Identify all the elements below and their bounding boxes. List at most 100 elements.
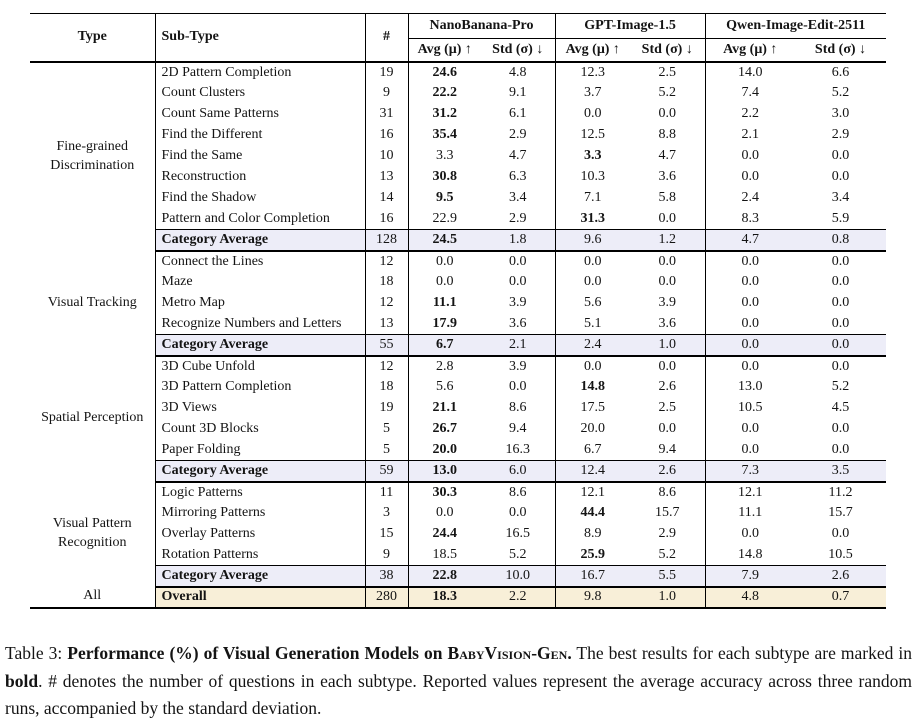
avg-value-cell: 8.3 bbox=[741, 210, 760, 226]
std-value-cell: 0.0 bbox=[831, 274, 850, 289]
std-value-cell: 6.3 bbox=[481, 166, 556, 188]
avg-value-cell: 18.3 bbox=[408, 586, 481, 608]
type-cell: Fine-grained Discrimination bbox=[30, 61, 156, 251]
category-average-row: Category Average 55 6.7 2.1 2.4 1.0 0.0 0.0 bbox=[30, 334, 887, 357]
type-cell: Visual Tracking bbox=[30, 250, 156, 356]
std-value-cell: 9.4 bbox=[481, 418, 556, 440]
avg-value-cell: 8.9 bbox=[584, 526, 602, 541]
count-cell: 16 bbox=[365, 124, 409, 146]
table-row: Pattern and Color Completion 16 22.9 2.9 31.… bbox=[30, 208, 886, 230]
std-value-cell: 3.6 bbox=[630, 313, 706, 335]
caption-segment: Performance (%) of Visual Generation Mod… bbox=[67, 643, 448, 663]
avg-value-cell: 11.1 bbox=[738, 505, 763, 520]
table-row: Fine-grained Discrimination 2D Pattern Co… bbox=[30, 61, 886, 251]
avg-value-cell: 13.0 bbox=[408, 460, 481, 483]
results-table: Type Sub-Type # NanoBanana-Pro GPT-Image-1.5… bbox=[30, 13, 887, 609]
std-value-cell: 2.5 bbox=[630, 61, 706, 83]
avg-value-cell: 14.8 bbox=[738, 546, 763, 562]
results-table-container: Type Sub-Type # NanoBanana-Pro GPT-Image-1.5… bbox=[30, 13, 887, 609]
avg-value-cell: 5.6 bbox=[436, 379, 454, 394]
std-value-cell: 2.9 bbox=[481, 124, 556, 146]
std-value-cell: 0.0 bbox=[630, 250, 706, 272]
std-value-cell: 2.6 bbox=[630, 460, 706, 483]
avg-value-cell: 2.4 bbox=[741, 190, 760, 205]
subtype-cell: 3D Cube Unfold bbox=[155, 355, 366, 377]
std-value-cell: 2.1 bbox=[481, 334, 556, 357]
category-average-row: Category Average 128 24.5 1.8 9.6 1.2 4.7 0.8 bbox=[30, 229, 887, 252]
avg-value-cell: 31.2 bbox=[432, 106, 458, 121]
std-value-cell: 0.0 bbox=[630, 418, 706, 440]
column-header: Type bbox=[30, 13, 156, 62]
avg-value-cell: 21.1 bbox=[432, 400, 458, 415]
std-value-cell: 0.0 bbox=[630, 103, 706, 125]
avg-value-cell: 18.5 bbox=[432, 546, 458, 562]
subtype-cell: Find the Different bbox=[155, 124, 366, 146]
table-row: Visual Tracking Connect the Lines 12 0.0 0.0… bbox=[30, 250, 886, 356]
table-row: Rotation Patterns 9 18.5 5.2 25.9 5.2 14.8 10.5 bbox=[30, 544, 886, 566]
model-group-header: NanoBanana-Pro bbox=[408, 13, 556, 39]
avg-value-cell: 0.0 bbox=[741, 148, 760, 163]
avg-value-cell: 4.7 bbox=[705, 229, 796, 252]
std-value-cell: 0.0 bbox=[795, 334, 887, 357]
subtype-cell: Find the Shadow bbox=[155, 187, 366, 209]
count-cell: 5 bbox=[365, 418, 409, 440]
std-value-cell: 9.4 bbox=[630, 439, 706, 461]
std-value-cell: 5.2 bbox=[831, 85, 850, 100]
std-column-header: Std (σ) ↓ bbox=[814, 41, 867, 57]
std-value-cell: 0.0 bbox=[831, 148, 850, 163]
std-value-cell: 0.0 bbox=[831, 441, 850, 457]
std-value-cell: 8.6 bbox=[481, 397, 556, 419]
std-value-cell: 0.7 bbox=[795, 586, 887, 608]
std-value-cell: 4.7 bbox=[481, 145, 556, 167]
std-value-cell: 2.9 bbox=[481, 208, 556, 230]
type-cell: All bbox=[30, 586, 156, 608]
std-value-cell: 8.8 bbox=[630, 124, 706, 146]
subtype-cell: Connect the Lines bbox=[155, 250, 366, 272]
avg-value-cell: 30.8 bbox=[432, 169, 458, 184]
std-value-cell: 2.6 bbox=[795, 565, 887, 588]
avg-value-cell: 0.0 bbox=[584, 106, 602, 121]
std-value-cell: 9.1 bbox=[481, 82, 556, 104]
avg-value-cell: 22.8 bbox=[408, 565, 481, 588]
avg-value-cell: 6.7 bbox=[408, 334, 481, 357]
std-value-cell: 5.8 bbox=[630, 187, 706, 209]
std-value-cell: 0.0 bbox=[481, 502, 556, 524]
avg-value-cell: 0.0 bbox=[741, 253, 760, 269]
std-column-header: Std (σ) ↓ bbox=[630, 38, 706, 62]
std-value-cell: 5.9 bbox=[831, 210, 850, 226]
type-cell: Visual Pattern Recognition bbox=[30, 481, 156, 587]
avg-value-cell: 30.3 bbox=[432, 484, 458, 500]
avg-value-cell: 12.4 bbox=[555, 460, 631, 483]
caption-segment: . bbox=[567, 643, 572, 663]
std-value-cell: 4.8 bbox=[481, 61, 556, 83]
avg-value-cell: 26.7 bbox=[432, 421, 458, 436]
std-value-cell: 4.5 bbox=[831, 400, 850, 415]
avg-column-header: Avg (μ) ↑ bbox=[723, 41, 778, 57]
count-cell: 13 bbox=[365, 166, 409, 188]
avg-value-cell: 0.0 bbox=[741, 169, 760, 184]
std-value-cell: 2.6 bbox=[630, 376, 706, 398]
std-value-cell: 5.2 bbox=[630, 82, 706, 104]
std-value-cell: 3.4 bbox=[481, 187, 556, 209]
avg-value-cell: 7.1 bbox=[584, 190, 602, 205]
avg-value-cell: 20.0 bbox=[432, 441, 458, 457]
category-average-label: Category Average bbox=[155, 460, 366, 483]
std-value-cell: 0.0 bbox=[831, 169, 850, 184]
std-value-cell: 2.9 bbox=[630, 523, 706, 545]
count-cell: 13 bbox=[365, 313, 409, 335]
std-value-cell: 8.6 bbox=[630, 481, 706, 503]
std-value-cell: 15.7 bbox=[630, 502, 706, 524]
std-value-cell: 0.0 bbox=[831, 526, 850, 541]
std-value-cell: 0.0 bbox=[481, 271, 556, 293]
std-value-cell: 15.7 bbox=[828, 505, 853, 520]
subtype-cell: Rotation Patterns bbox=[155, 544, 366, 566]
table-row: Recognize Numbers and Letters 13 17.9 3.6 5.… bbox=[30, 313, 886, 335]
std-value-cell: 3.9 bbox=[481, 292, 556, 314]
type-cell: Spatial Perception bbox=[30, 355, 156, 482]
table-row: Count Same Patterns 31 31.2 6.1 0.0 0.0 2.2 3.0 bbox=[30, 103, 886, 125]
avg-value-cell: 0.0 bbox=[705, 334, 796, 357]
avg-value-cell: 3.7 bbox=[584, 85, 602, 100]
avg-value-cell: 0.0 bbox=[741, 274, 760, 289]
avg-value-cell: 2.2 bbox=[741, 106, 760, 121]
std-value-cell: 1.8 bbox=[481, 229, 556, 252]
